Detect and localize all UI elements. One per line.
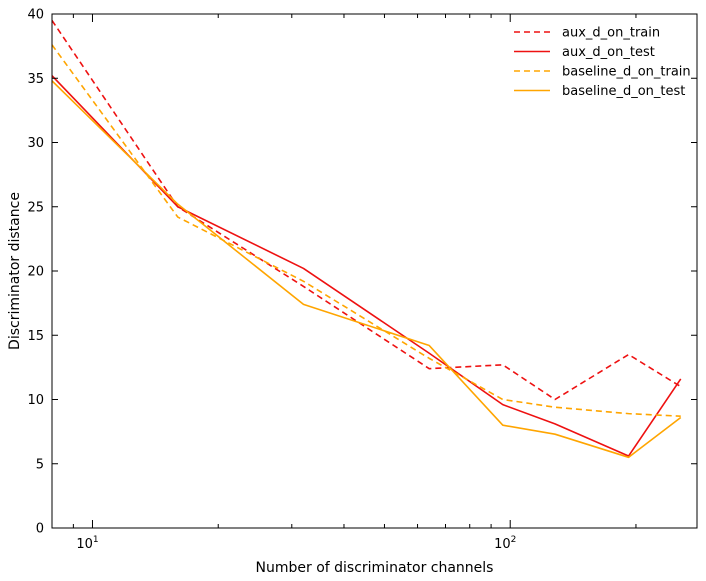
- x-tick-exponent: 2: [511, 535, 517, 545]
- y-tick-label: 25: [27, 200, 44, 215]
- legend-label: aux_d_on_test: [562, 45, 655, 60]
- series-line-aux-d-on-train: [52, 19, 682, 401]
- y-tick-label: 35: [27, 72, 44, 87]
- legend-label: baseline_d_on_train: [562, 65, 691, 80]
- series-layer: [52, 19, 682, 459]
- x-tick-label: 102: [494, 535, 516, 552]
- series-line-aux-d-on-test: [52, 75, 682, 457]
- x-tick-base: 10: [76, 537, 93, 552]
- y-tick-label: 10: [27, 393, 44, 408]
- y-tick-label: 15: [27, 329, 44, 344]
- y-tick-label: 20: [27, 265, 44, 280]
- x-axis-label: Number of discriminator channels: [256, 560, 494, 576]
- x-tick-label: 101: [76, 535, 98, 552]
- y-axis-label: Discriminator distance: [7, 192, 23, 350]
- legend: aux_d_on_train aux_d_on_test baseline_d_on…: [514, 26, 691, 99]
- series-line-baseline-d-on-train: [52, 44, 681, 418]
- legend-label: baseline_d_on_test: [562, 84, 685, 99]
- x-tick-exponent: 1: [93, 535, 99, 545]
- y-tick-label: 0: [36, 522, 44, 537]
- y-tick-label: 30: [27, 136, 44, 151]
- x-tick-base: 10: [494, 537, 511, 552]
- y-tick-label: 5: [36, 457, 44, 472]
- series-line-baseline-d-on-test: [52, 80, 682, 459]
- y-tick-label: 40: [27, 8, 44, 23]
- legend-label: aux_d_on_train: [562, 26, 660, 41]
